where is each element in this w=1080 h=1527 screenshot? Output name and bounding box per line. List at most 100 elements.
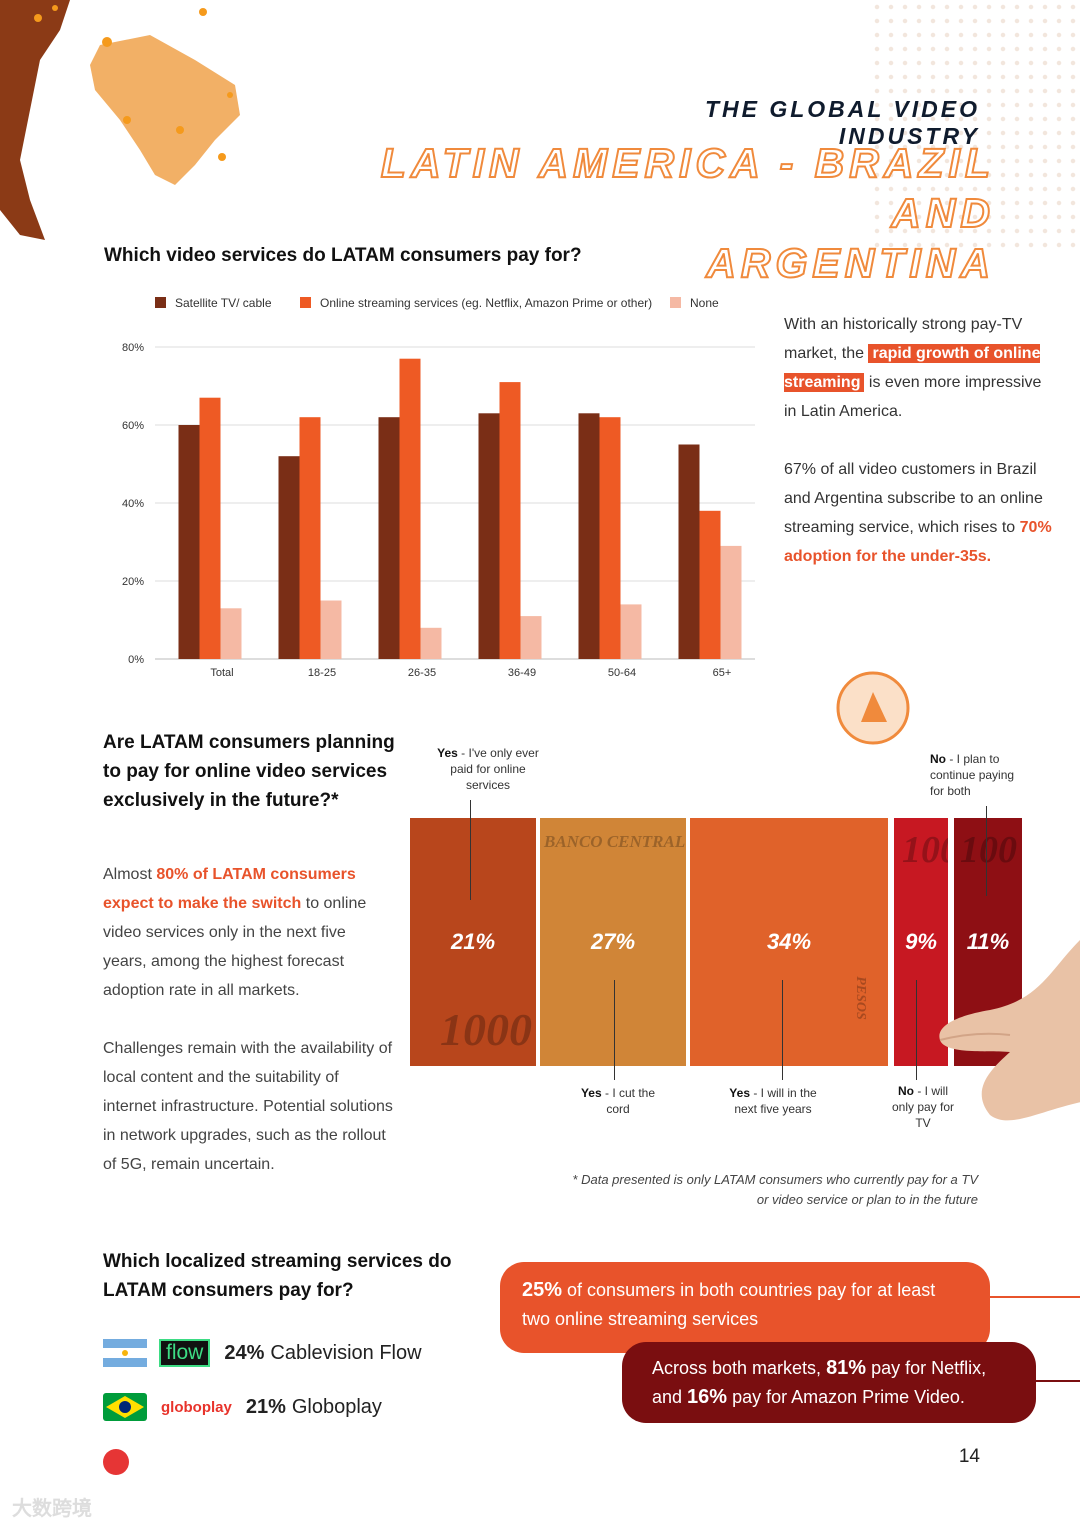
- pill2-connector: [1030, 1380, 1080, 1382]
- banknote-deco-4: 100: [902, 829, 948, 871]
- page-title: LATIN AMERICA - BRAZIL AND ARGENTINA: [300, 138, 995, 288]
- banknote-deco-2: BANCO CENTRAL DO BRASIL: [544, 832, 686, 851]
- y-tick-label: 60%: [122, 420, 144, 432]
- service-2-pct: 21%: [245, 1395, 286, 1418]
- side-paragraph-1: With an historically strong pay-TV marke…: [784, 310, 1054, 426]
- banknote-bar-4: 100 9%: [894, 818, 948, 1066]
- chart-question: Which video services do LATAM consumers …: [104, 245, 582, 266]
- side-p1-start: With an historically strong pay-TV marke…: [784, 316, 1023, 362]
- banknote-deco-1: 1000: [440, 1004, 532, 1055]
- dot-pattern: [870, 0, 1080, 250]
- stat-pill-darkred: Across both markets, 81% pay for Netflix…: [622, 1342, 1036, 1423]
- pill1-bold: 25%: [522, 1279, 563, 1301]
- bar-36-49-series-2: [499, 382, 521, 659]
- banknote-value-4: 9%: [905, 929, 937, 954]
- stat-pill-orange: 25% of consumers in both countries pay f…: [500, 1262, 990, 1353]
- bar-18-25-series-3: [320, 600, 342, 659]
- argentina-flag-icon: [103, 1339, 147, 1367]
- pill2-text-d: pay for Amazon Prime Video.: [727, 1387, 965, 1407]
- callout-2-bold: Yes: [580, 1086, 602, 1100]
- x-tick-label: 50-64: [608, 667, 636, 679]
- footnote: * Data presented is only LATAM consumers…: [572, 1172, 978, 1207]
- callout-bar-2: Yes - I cut the cord: [578, 1085, 658, 1117]
- banknote-value-5: 11%: [966, 929, 1010, 954]
- callout-1-bold: Yes: [437, 746, 458, 760]
- play-badge-icon: [836, 671, 910, 745]
- bar-50-64-series-1: [578, 413, 600, 659]
- flow-logo: flow: [159, 1339, 211, 1367]
- banknote-value-2: 27%: [590, 929, 636, 954]
- page-supertitle: THE GLOBAL VIDEO INDUSTRY: [704, 96, 980, 149]
- section3-question: Which localized streaming services do LA…: [103, 1251, 452, 1301]
- section2-paragraph-1: Almost 80% of LATAM consumers expect to …: [103, 860, 393, 1005]
- banknote-deco-5: 100: [960, 829, 1017, 871]
- x-tick-label: Total: [210, 667, 233, 679]
- page-title-line1: LATIN AMERICA - BRAZIL AND: [380, 139, 995, 237]
- section2-p1-highlight: 80% of LATAM consumers expect to make th…: [103, 866, 356, 912]
- callout-5-bold: No: [930, 752, 946, 766]
- y-tick-label: 40%: [122, 498, 144, 510]
- banknote-chart: 1000 21% BANCO CENTRAL DO BRASIL 27% PES…: [410, 818, 1022, 1066]
- callout-4-bold: No: [898, 1084, 914, 1098]
- side-p2-start: 67% of all video customers in Brazil and…: [784, 461, 1043, 536]
- brand-logo-icon: [103, 1449, 129, 1475]
- bar-18-25-series-1: [278, 456, 300, 659]
- callout-2-text: - I cut the cord: [601, 1086, 656, 1116]
- service-row-flow: flow 24% Cablevision Flow: [103, 1338, 422, 1368]
- bar-36-49-series-3: [520, 616, 542, 659]
- bar-Total-series-1: [178, 425, 200, 659]
- callout-bar-4: No - I will only pay for TV: [890, 1083, 956, 1131]
- brazil-flag-icon: [103, 1393, 147, 1421]
- y-tick-label: 20%: [122, 576, 144, 588]
- bar-50-64-series-2: [599, 417, 621, 659]
- pill2-text-a: Across both markets,: [652, 1358, 827, 1378]
- banknote-value-1: 21%: [450, 929, 496, 954]
- legend-swatch-3: [670, 297, 681, 308]
- pill1-connector: [980, 1296, 1080, 1298]
- section2-p1-end: to online video services only in the nex…: [103, 895, 367, 999]
- x-tick-label: 18-25: [308, 667, 336, 679]
- bar-26-35-series-1: [378, 417, 400, 659]
- banknote-bar-3: PESOS 34%: [690, 818, 888, 1066]
- bar-Total-series-2: [199, 397, 221, 659]
- pill2-text-c: pay for Netflix, and: [652, 1358, 987, 1407]
- pill2-bold-2: 16%: [687, 1386, 728, 1408]
- bar-18-25-series-2: [299, 417, 321, 659]
- callout-bar-1: Yes - I've only ever paid for online ser…: [428, 745, 548, 793]
- side-paragraph-2: 67% of all video customers in Brazil and…: [784, 455, 1054, 571]
- page-number: 14: [958, 1446, 980, 1467]
- banknote-value-3: 34%: [766, 929, 812, 954]
- callout-bar-3: Yes - I will in the next five years: [718, 1085, 828, 1117]
- leader-line-5: [986, 806, 987, 896]
- watermark: 大数跨境: [12, 1498, 92, 1520]
- bar-65+-series-3: [720, 545, 742, 659]
- x-tick-label: 65+: [713, 667, 732, 679]
- callout-5-text: - I plan to continue paying for both: [930, 752, 1015, 798]
- section2-paragraph-2: Challenges remain with the availability …: [103, 1040, 393, 1173]
- side-p1-end: is even more impressive in Latin America…: [784, 374, 1042, 420]
- y-tick-label: 0%: [128, 654, 144, 666]
- callout-1-text: - I've only ever paid for online service…: [450, 746, 539, 792]
- legend-swatch-1: [155, 297, 166, 308]
- callout-3-text: - I will in the next five years: [734, 1086, 817, 1116]
- section2-question: Are LATAM consumers planning to pay for …: [103, 732, 395, 811]
- callout-4-text: - I will only pay for TV: [891, 1084, 955, 1130]
- x-tick-label: 36-49: [508, 667, 536, 679]
- bar-65+-series-1: [678, 444, 700, 659]
- y-tick-label: 80%: [122, 342, 144, 354]
- legend-label-2: Online streaming services (eg. Netflix, …: [320, 296, 652, 310]
- pill1-text: of consumers in both countries pay for a…: [522, 1280, 936, 1329]
- banknote-deco-3: PESOS: [853, 976, 869, 1020]
- south-america-map-icon: [0, 0, 240, 240]
- banknote-bar-2: BANCO CENTRAL DO BRASIL 27%: [540, 818, 686, 1066]
- callout-bar-5: No - I plan to continue paying for both: [930, 751, 1030, 799]
- bar-Total-series-3: [220, 608, 242, 659]
- section2-text: Almost 80% of LATAM consumers expect to …: [103, 860, 393, 1179]
- side-text: With an historically strong pay-TV marke…: [784, 310, 1054, 571]
- bar-26-35-series-2: [399, 358, 421, 659]
- legend-label-1: Satellite TV/ cable: [175, 296, 272, 310]
- leader-line-1: [470, 800, 471, 900]
- side-p2-highlight: 70% adoption for the under-35s.: [784, 519, 1052, 565]
- banknote-bar-1: 1000 21%: [410, 818, 536, 1066]
- service-1-name: Cablevision Flow: [270, 1341, 422, 1364]
